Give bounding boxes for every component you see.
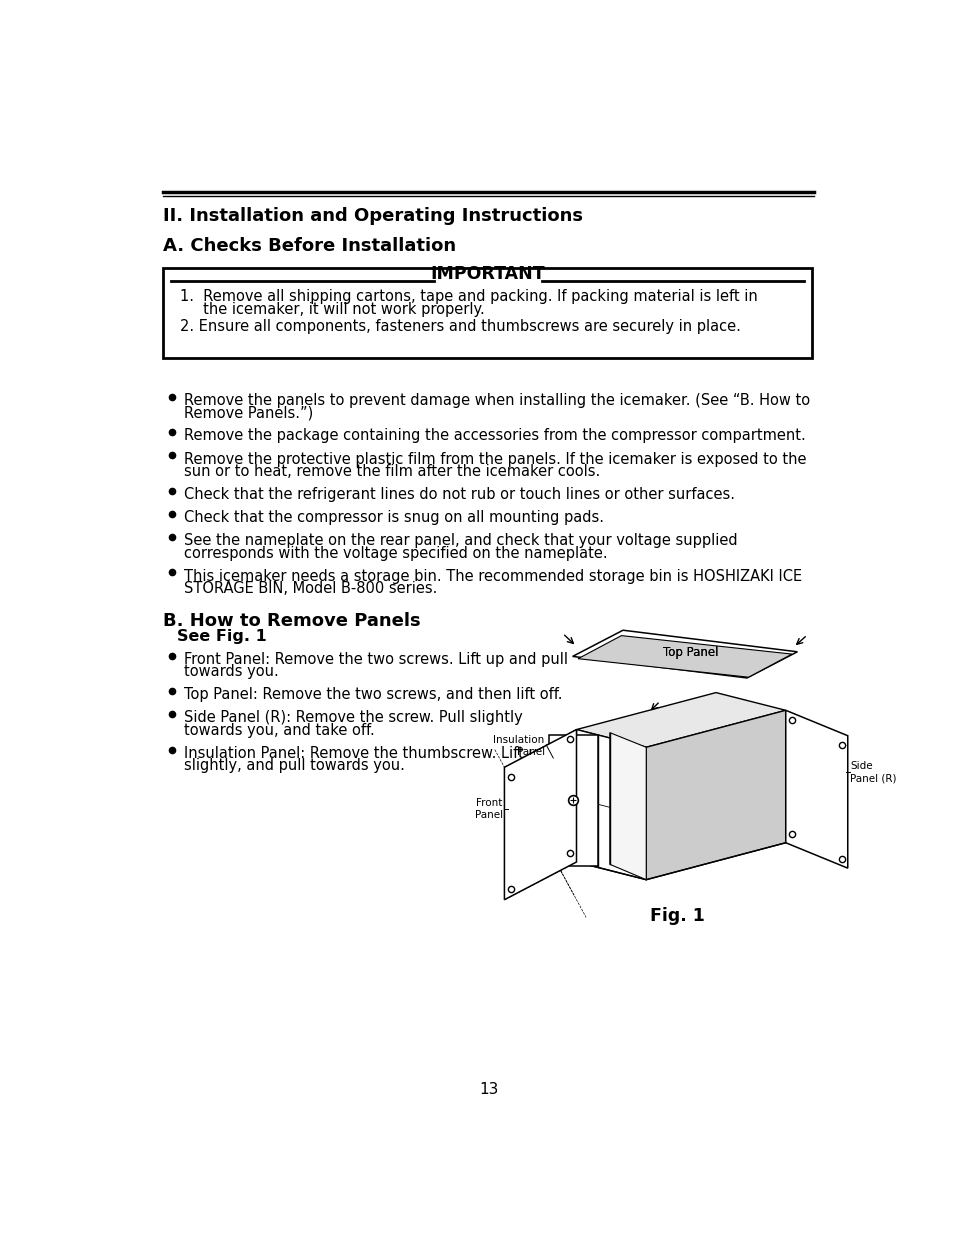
Text: towards you.: towards you.: [183, 664, 278, 679]
Text: Side
Panel (R): Side Panel (R): [849, 761, 896, 783]
Text: B. How to Remove Panels: B. How to Remove Panels: [163, 611, 420, 630]
Polygon shape: [785, 710, 847, 868]
Text: STORAGE BIN, Model B-800 series.: STORAGE BIN, Model B-800 series.: [183, 580, 436, 597]
Text: Remove the protective plastic film from the panels. If the icemaker is exposed t: Remove the protective plastic film from …: [183, 452, 805, 467]
Text: Front Panel: Remove the two screws. Lift up and pull: Front Panel: Remove the two screws. Lift…: [183, 652, 567, 667]
Polygon shape: [576, 730, 645, 879]
Text: 2. Ensure all components, fasteners and thumbscrews are securely in place.: 2. Ensure all components, fasteners and …: [180, 319, 740, 335]
Text: See the nameplate on the rear panel, and check that your voltage supplied: See the nameplate on the rear panel, and…: [183, 534, 737, 548]
Polygon shape: [609, 732, 645, 879]
Polygon shape: [504, 730, 576, 900]
Text: Remove Panels.”): Remove Panels.”): [183, 405, 313, 420]
Text: This icemaker needs a storage bin. The recommended storage bin is HOSHIZAKI ICE: This icemaker needs a storage bin. The r…: [183, 568, 801, 584]
Text: Top Panel: Top Panel: [662, 646, 718, 659]
Text: towards you, and take off.: towards you, and take off.: [183, 722, 374, 737]
Text: Check that the compressor is snug on all mounting pads.: Check that the compressor is snug on all…: [183, 510, 603, 525]
Bar: [163, 268, 811, 358]
Polygon shape: [549, 735, 598, 866]
Text: Insulation Panel: Remove the thumbscrew. Lift up: Insulation Panel: Remove the thumbscrew.…: [183, 746, 546, 761]
Text: Remove the package containing the accessories from the compressor compartment.: Remove the package containing the access…: [183, 429, 804, 443]
Text: Fig. 1: Fig. 1: [649, 906, 704, 925]
Text: corresponds with the voltage specified on the nameplate.: corresponds with the voltage specified o…: [183, 546, 606, 561]
Text: See Fig. 1: See Fig. 1: [177, 629, 267, 643]
Polygon shape: [576, 693, 785, 747]
Text: 1.  Remove all shipping cartons, tape and packing. If packing material is left i: 1. Remove all shipping cartons, tape and…: [180, 289, 758, 304]
Text: A. Checks Before Installation: A. Checks Before Installation: [163, 237, 456, 254]
Text: Insulation
Panel: Insulation Panel: [493, 735, 544, 757]
Text: Top Panel: Top Panel: [662, 646, 718, 659]
Polygon shape: [645, 710, 785, 879]
Text: Top Panel: Remove the two screws, and then lift off.: Top Panel: Remove the two screws, and th…: [183, 687, 561, 703]
Text: II. Installation and Operating Instructions: II. Installation and Operating Instructi…: [163, 207, 583, 226]
Text: sun or to heat, remove the film after the icemaker cools.: sun or to heat, remove the film after th…: [183, 464, 599, 479]
Text: 13: 13: [478, 1082, 498, 1097]
Polygon shape: [578, 636, 791, 677]
Text: the icemaker, it will not work properly.: the icemaker, it will not work properly.: [180, 303, 485, 317]
Text: Side Panel (R): Remove the screw. Pull slightly: Side Panel (R): Remove the screw. Pull s…: [183, 710, 522, 725]
Text: Front
Panel: Front Panel: [475, 798, 502, 820]
Text: IMPORTANT: IMPORTANT: [430, 266, 544, 283]
Text: Remove the panels to prevent damage when installing the icemaker. (See “B. How t: Remove the panels to prevent damage when…: [183, 393, 809, 408]
Text: Check that the refrigerant lines do not rub or touch lines or other surfaces.: Check that the refrigerant lines do not …: [183, 487, 734, 501]
Polygon shape: [572, 630, 797, 678]
Text: slightly, and pull towards you.: slightly, and pull towards you.: [183, 758, 404, 773]
